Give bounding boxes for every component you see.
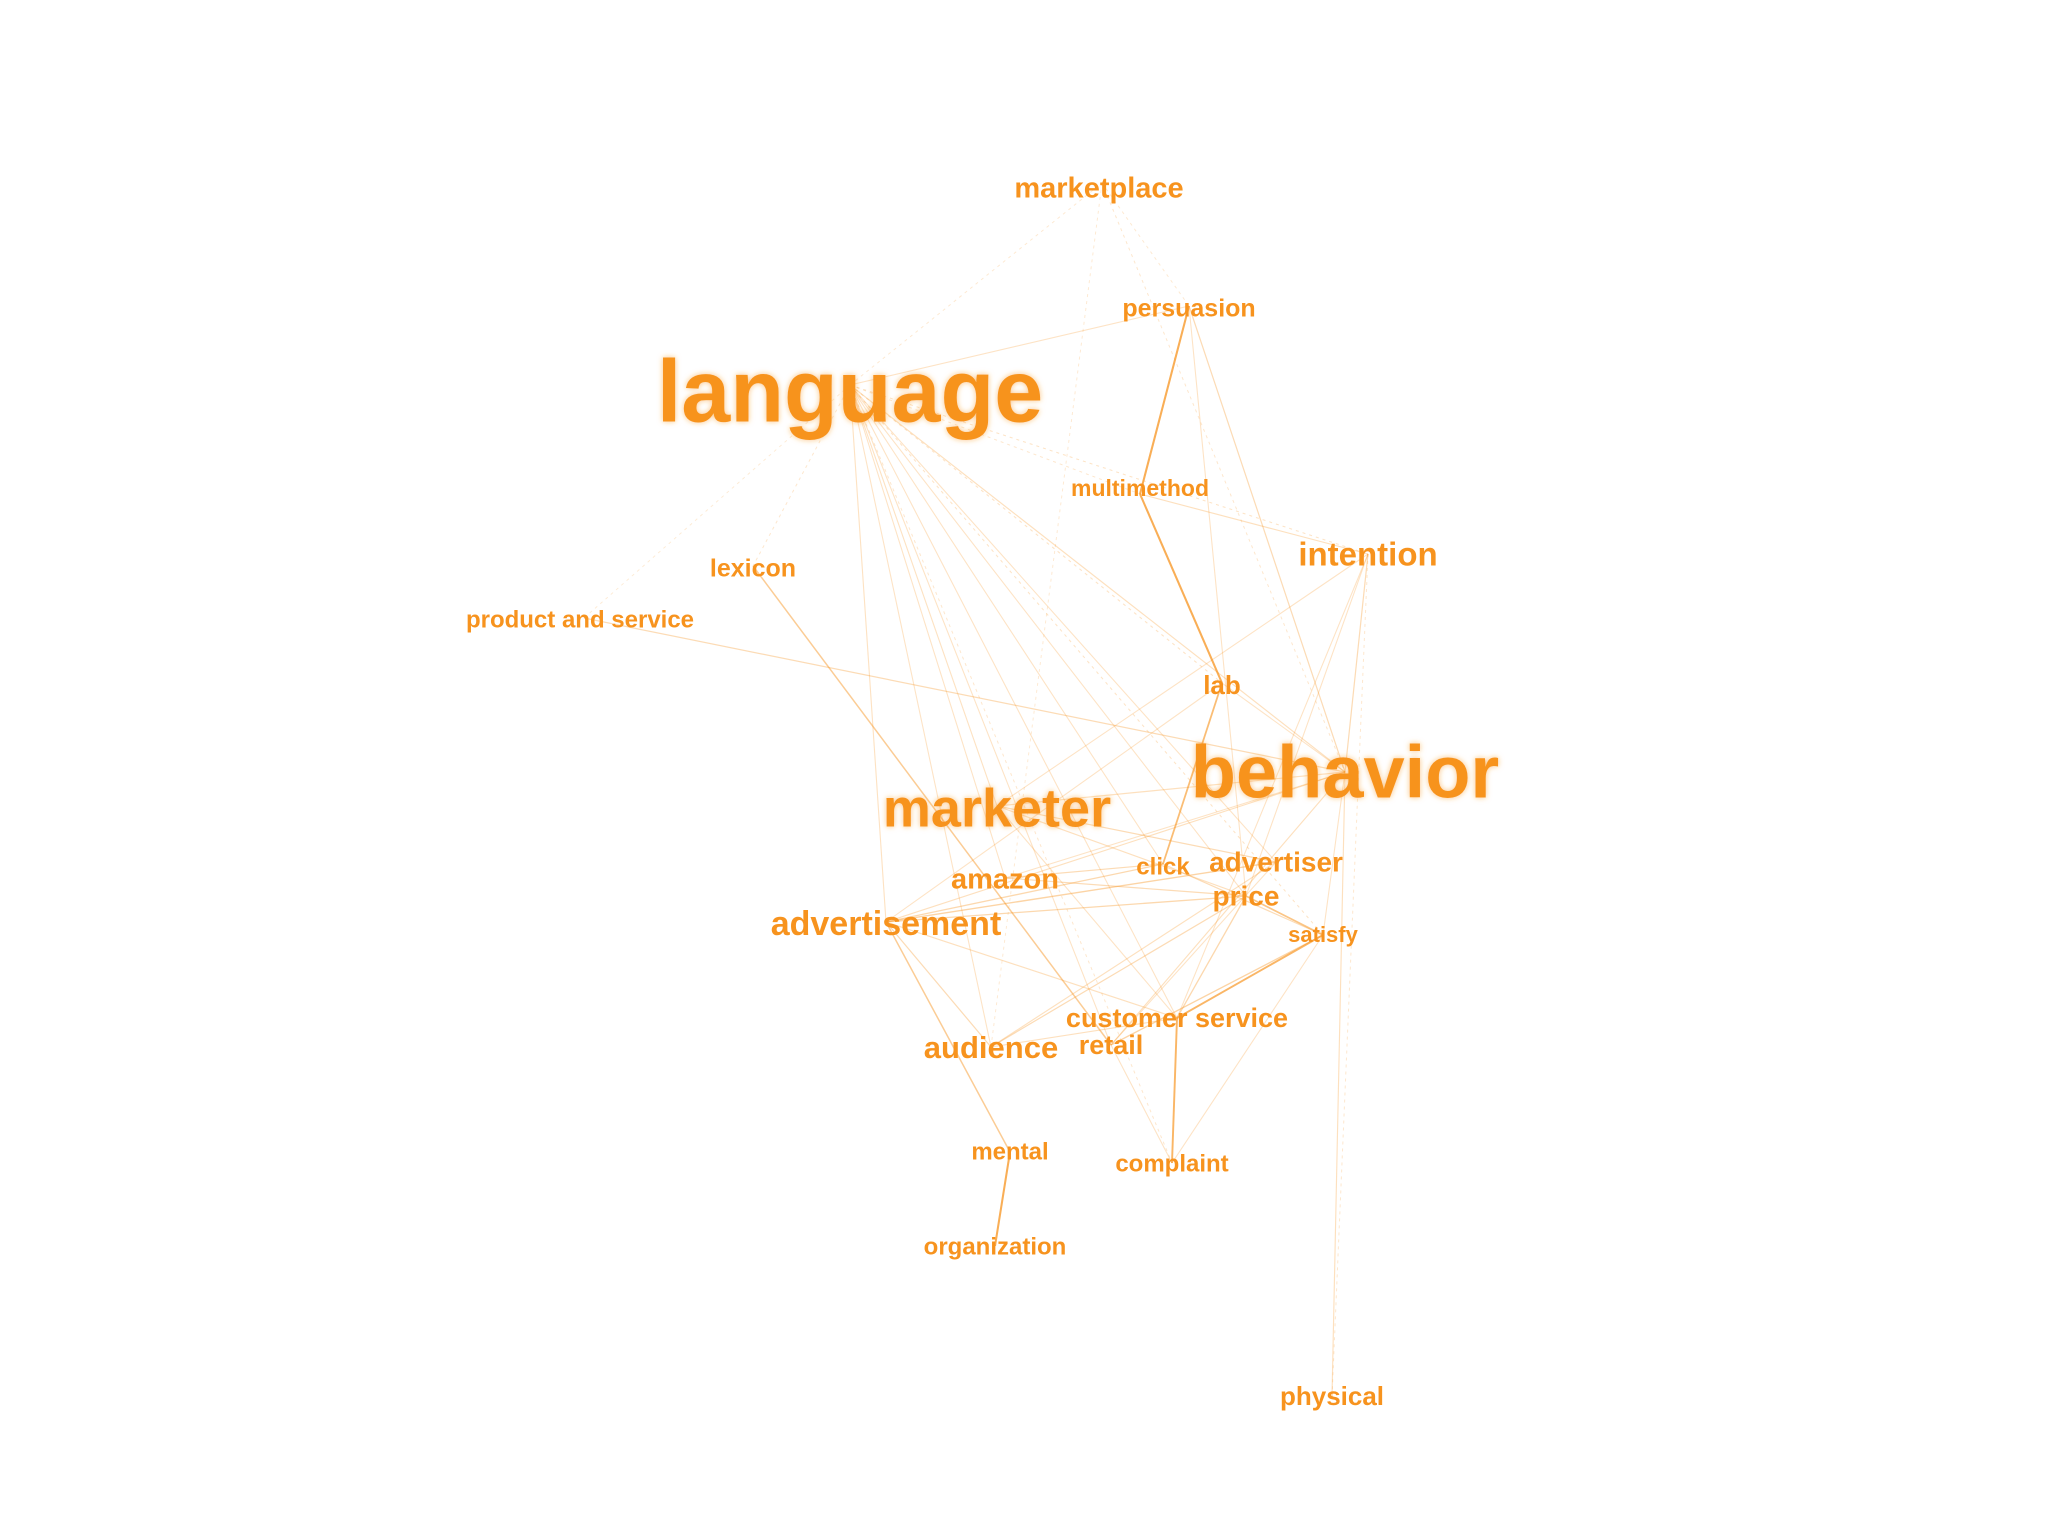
node-lab: lab bbox=[1203, 670, 1241, 700]
node-language: language bbox=[657, 341, 1043, 440]
edge-language-complaint bbox=[849, 384, 1173, 1164]
edge-marketplace-behavior bbox=[1101, 182, 1346, 773]
node-behavior: behavior bbox=[1191, 731, 1499, 814]
edge-advertisement-customer_service bbox=[885, 921, 1178, 1019]
node-physical: physical bbox=[1280, 1381, 1384, 1411]
edge-language-advertisement bbox=[849, 384, 887, 923]
node-mental: mental bbox=[971, 1138, 1048, 1165]
edge-price-satisfy bbox=[1245, 895, 1324, 936]
edge-satisfy-click bbox=[1162, 863, 1324, 936]
edge-lexicon-retail bbox=[752, 565, 1112, 1046]
node-marketer: marketer bbox=[883, 778, 1111, 838]
edge-behavior-amazon bbox=[1004, 771, 1346, 879]
edge-intention-behavior bbox=[1344, 553, 1369, 773]
edge-satisfy-customer_service bbox=[1176, 934, 1324, 1019]
edge-mental-organization bbox=[993, 1151, 1012, 1247]
edge-behavior-retail bbox=[1110, 771, 1346, 1046]
node-advertiser: advertiser bbox=[1209, 846, 1343, 877]
edge-multimethod-intention bbox=[1139, 493, 1369, 555]
edge-advertiser-retail bbox=[1110, 861, 1277, 1046]
edge-behavior-advertisement bbox=[885, 771, 1346, 923]
node-persuasion: persuasion bbox=[1122, 295, 1255, 323]
edge-language-marketplace bbox=[849, 182, 1103, 386]
edge-language-marketer bbox=[849, 384, 998, 807]
edge-customer_service-complaint bbox=[1171, 1017, 1178, 1164]
edge-marketer-advertiser bbox=[996, 805, 1277, 863]
edge-language-retail bbox=[849, 384, 1112, 1046]
edge-language-satisfy bbox=[849, 384, 1324, 936]
edge-marketplace-audience bbox=[990, 182, 1103, 1048]
edge-language-click bbox=[849, 384, 1164, 865]
edge-audience-customer_service bbox=[990, 1017, 1178, 1048]
edge-price-audience bbox=[990, 895, 1247, 1048]
node-retail: retail bbox=[1079, 1030, 1144, 1060]
edge-multimethod-lab bbox=[1139, 493, 1223, 684]
node-satisfy: satisfy bbox=[1288, 922, 1358, 947]
edge-intention-physical bbox=[1331, 553, 1369, 1398]
edge-behavior-physical bbox=[1331, 771, 1346, 1398]
node-audience: audience bbox=[924, 1030, 1058, 1065]
edge-intention-marketer bbox=[996, 553, 1369, 807]
edge-advertisement-audience bbox=[885, 921, 992, 1048]
node-advertisement: advertisement bbox=[771, 905, 1002, 943]
edge-advertisement-click bbox=[885, 863, 1164, 923]
edge-advertiser-audience bbox=[990, 861, 1277, 1048]
edge-advertisement-price bbox=[885, 895, 1247, 923]
edge-language-lab bbox=[849, 384, 1223, 684]
edge-product_and_service-behavior bbox=[583, 617, 1346, 773]
edge-persuasion-price bbox=[1188, 305, 1247, 897]
edge-language-amazon bbox=[849, 384, 1006, 879]
edge-advertisement-advertiser bbox=[885, 861, 1277, 923]
node-price: price bbox=[1213, 880, 1280, 911]
edge-behavior-marketer bbox=[996, 771, 1346, 807]
edge-price-customer_service bbox=[1176, 895, 1247, 1019]
node-lexicon: lexicon bbox=[710, 555, 796, 583]
edge-amazon-click bbox=[1004, 863, 1164, 879]
edge-marketer-price bbox=[996, 805, 1247, 897]
edge-advertisement-mental bbox=[885, 921, 1011, 1153]
edge-language-multimethod bbox=[849, 384, 1141, 495]
edge-language-audience bbox=[849, 384, 992, 1048]
node-click: click bbox=[1136, 853, 1190, 880]
node-amazon: amazon bbox=[951, 864, 1059, 896]
node-complaint: complaint bbox=[1115, 1150, 1228, 1177]
node-product-and-service: product and service bbox=[466, 606, 694, 633]
edge-lab-advertisement bbox=[885, 682, 1223, 923]
edge-lab-click bbox=[1162, 682, 1223, 865]
edge-language-advertiser bbox=[849, 384, 1277, 863]
edge-layer bbox=[583, 182, 1369, 1398]
edge-language-product_and_service bbox=[583, 384, 851, 619]
edge-persuasion-behavior bbox=[1188, 305, 1346, 773]
node-organization: organization bbox=[924, 1233, 1067, 1260]
node-intention: intention bbox=[1298, 536, 1437, 573]
edge-language-persuasion bbox=[849, 305, 1190, 386]
node-layer: marketplace persuasion language multimethod… bbox=[466, 173, 1499, 1411]
edge-marketer-customer_service bbox=[996, 805, 1178, 1019]
edge-language-behavior bbox=[849, 384, 1346, 773]
edge-retail-complaint bbox=[1110, 1044, 1173, 1164]
edge-satisfy-retail bbox=[1110, 934, 1324, 1046]
edge-satisfy-complaint bbox=[1171, 934, 1324, 1164]
edge-intention-price bbox=[1245, 553, 1369, 897]
node-multimethod: multimethod bbox=[1071, 475, 1209, 501]
edge-intention-customer_service bbox=[1176, 553, 1369, 1019]
edge-persuasion-multimethod bbox=[1139, 305, 1190, 495]
node-marketplace: marketplace bbox=[1014, 173, 1183, 205]
edge-amazon-price bbox=[1004, 877, 1247, 897]
edge-lab-behavior bbox=[1221, 682, 1346, 773]
node-customer-service: customer service bbox=[1066, 1003, 1288, 1033]
edge-language-customer_service bbox=[849, 384, 1178, 1019]
edge-behavior-satisfy bbox=[1322, 771, 1346, 936]
